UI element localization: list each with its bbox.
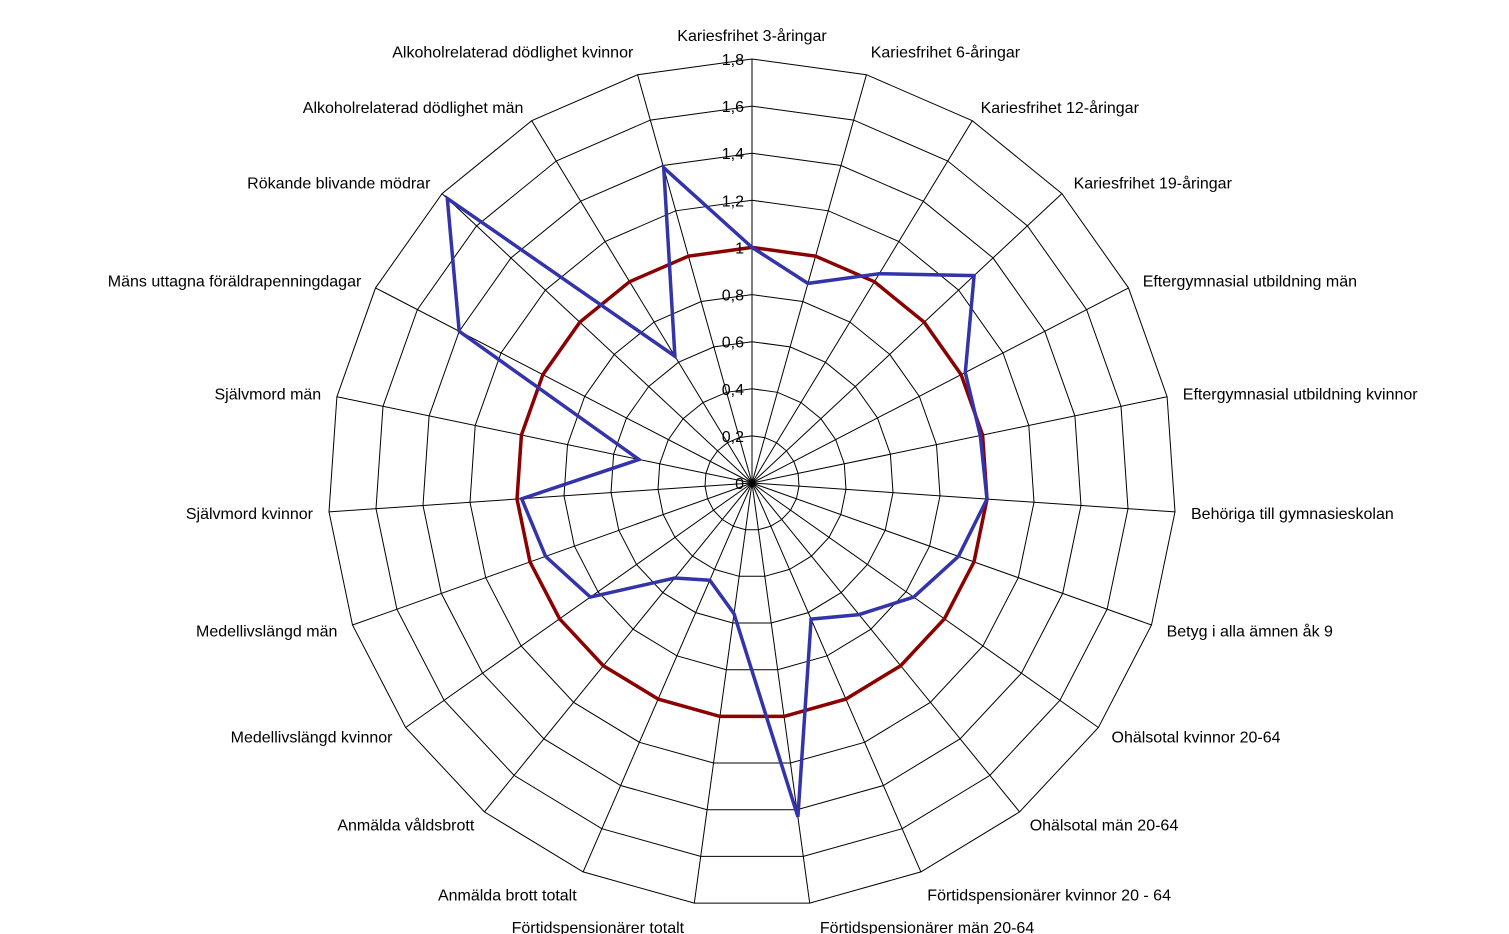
grid-ring-8 — [375, 105, 1129, 857]
category-label-22: Alkoholrelaterad dödlighet kvinnor — [392, 44, 634, 61]
grid-layer — [328, 58, 1176, 904]
spoke-16 — [352, 482, 753, 626]
category-label-20: Rökande blivande mödrar — [247, 176, 431, 193]
category-label-2: Kariesfrihet 12-åringar — [981, 99, 1140, 117]
grid-ring-6 — [469, 199, 1035, 764]
spoke-22 — [637, 74, 753, 484]
spoke-6 — [751, 482, 1176, 513]
series-line-1 — [515, 245, 989, 719]
category-label-4: Eftergymnasial utbildning män — [1143, 274, 1357, 291]
tick-label-0: 0 — [735, 476, 744, 493]
grid-ring-3 — [610, 341, 894, 624]
category-label-21: Alkoholrelaterad dödlighet män — [303, 100, 524, 117]
category-label-1: Kariesfrihet 6-åringar — [871, 43, 1021, 61]
spoke-3 — [751, 193, 1063, 484]
tick-label-3: 0,6 — [722, 335, 744, 352]
spoke-7 — [751, 482, 1152, 626]
spoke-17 — [328, 482, 753, 513]
category-label-7: Betyg i alla ämnen åk 9 — [1167, 622, 1333, 640]
spoke-21 — [531, 120, 753, 484]
spoke-1 — [751, 74, 867, 484]
category-label-11: Förtidspensionärer män 20-64 — [820, 920, 1034, 934]
tick-label-4: 0,8 — [722, 288, 744, 305]
category-label-17: Självmord kvinnor — [186, 506, 314, 523]
spoke-2 — [751, 120, 973, 484]
spoke-11 — [751, 482, 811, 904]
category-label-9: Ohälsotal män 20-64 — [1030, 817, 1179, 834]
grid-ring-1 — [704, 435, 800, 531]
tick-label-2: 0,4 — [722, 382, 744, 399]
spoke-15 — [405, 482, 753, 728]
tick-label-9: 1,8 — [722, 52, 744, 69]
spoke-14 — [484, 482, 753, 813]
category-label-19: Mäns uttagna föräldrapenningdagar — [108, 274, 362, 291]
spoke-8 — [751, 482, 1099, 728]
category-label-0: Kariesfrihet 3-åringar — [677, 27, 827, 45]
category-label-13: Anmälda brott totalt — [438, 888, 577, 905]
category-label-8: Ohälsotal kvinnor 20-64 — [1112, 730, 1281, 747]
category-label-3: Kariesfrihet 19-åringar — [1074, 175, 1233, 193]
spoke-12 — [693, 482, 753, 904]
spoke-4 — [751, 287, 1129, 484]
category-label-5: Eftergymnasial utbildning kvinnor — [1183, 387, 1418, 404]
spoke-10 — [751, 482, 922, 873]
grid-ring-7 — [422, 152, 1082, 811]
category-label-18: Självmord män — [214, 387, 321, 404]
spoke-19 — [375, 287, 753, 484]
spoke-5 — [751, 396, 1168, 484]
category-label-layer: Kariesfrihet 3-åringar Kariesfrihet 6-åri… — [108, 27, 1418, 934]
tick-label-7: 1,4 — [722, 146, 744, 163]
spoke-20 — [441, 193, 753, 484]
category-label-15: Medellivslängd kvinnor — [231, 730, 394, 747]
tick-label-5: 1 — [735, 240, 744, 257]
series-line-0 — [445, 163, 989, 818]
tick-label-6: 1,2 — [722, 193, 744, 210]
category-label-16: Medellivslängd män — [196, 623, 337, 640]
grid-ring-9 — [328, 58, 1176, 904]
tick-label-1: 0,2 — [722, 429, 744, 446]
spoke-13 — [582, 482, 753, 873]
category-label-10: Förtidspensionärer kvinnor 20 - 64 — [927, 888, 1171, 905]
spoke-9 — [751, 482, 1020, 813]
series-layer — [445, 163, 989, 818]
grid-ring-2 — [657, 388, 847, 577]
category-label-14: Anmälda våldsbrott — [337, 816, 475, 834]
spoke-18 — [336, 396, 753, 484]
category-label-12: Förtidspensionärer totalt — [512, 920, 685, 934]
tick-label-layer: 0 0,2 0,4 0,6 0,8 1 1,2 1,4 1,6 1,8 — [722, 52, 744, 493]
tick-label-8: 1,6 — [722, 99, 744, 116]
category-label-6: Behöriga till gymnasieskolan — [1191, 506, 1394, 523]
